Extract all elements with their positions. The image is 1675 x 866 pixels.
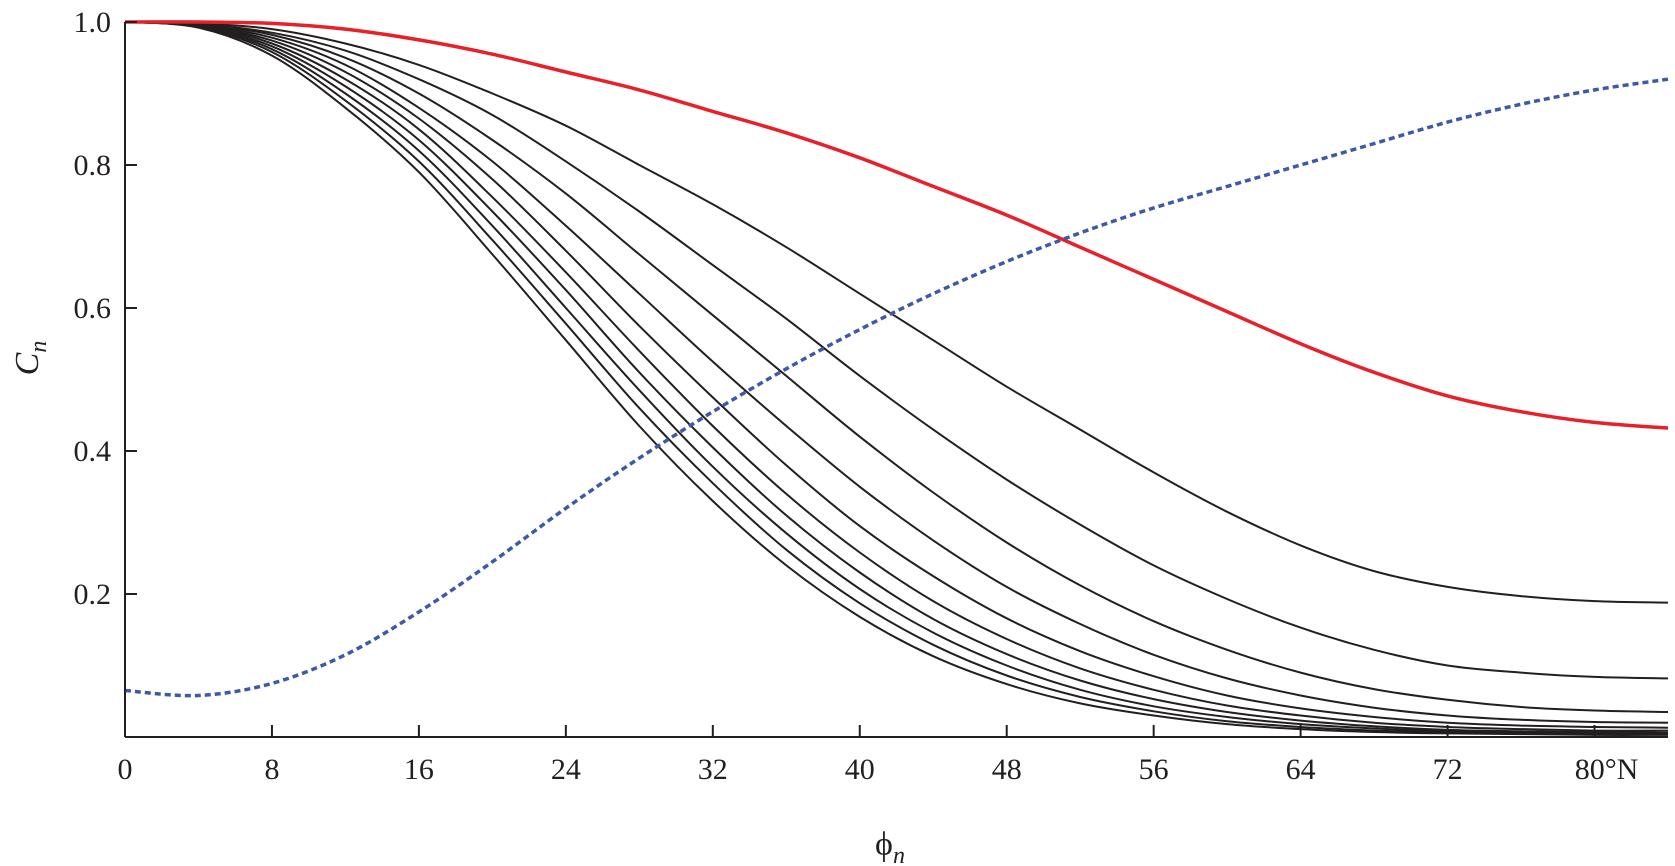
x-tick-label: 40 — [845, 753, 875, 786]
axes — [124, 21, 1668, 738]
x-tick-label: 80°N — [1575, 753, 1639, 786]
x-tick-label: 72 — [1433, 753, 1463, 786]
series-line-7 — [124, 21, 1669, 732]
x-tick-label: 8 — [264, 753, 279, 786]
x-tick-label: 16 — [404, 753, 434, 786]
y-tick-label: 1.0 — [74, 6, 112, 39]
x-tick-label: 0 — [118, 753, 133, 786]
series-line-2 — [124, 21, 1669, 604]
series-line-5 — [124, 21, 1669, 724]
x-tick-label: 32 — [698, 753, 728, 786]
tick-labels: 0 8 16 24 32 40 48 56 64 72 80°N 0.2 0.4 0.6 0.8 1.0 — [74, 6, 1639, 786]
x-axis-label-sub: n — [893, 843, 905, 866]
y-tick-label: 0.8 — [74, 149, 112, 182]
series-line-10 — [124, 21, 1669, 736]
series-line-12 — [124, 77, 1669, 698]
series-line-11 — [124, 21, 1669, 736]
x-tick-label: 56 — [1139, 753, 1169, 786]
series-line-1 — [124, 20, 1669, 430]
series-line-4 — [124, 21, 1669, 713]
y-tick-label: 0.6 — [74, 292, 112, 325]
x-axis-label: ϕn — [875, 826, 905, 866]
y-axis-label-main: C — [9, 352, 46, 375]
series-line-6 — [124, 21, 1669, 729]
y-tick-label: 0.2 — [74, 578, 112, 611]
x-axis-label-main: ϕ — [875, 826, 893, 863]
series-line-3 — [124, 21, 1669, 680]
series-lines — [124, 20, 1669, 736]
series-line-8 — [124, 21, 1669, 734]
series-line-9 — [124, 21, 1669, 735]
x-tick-label: 24 — [551, 753, 581, 786]
x-tick-label: 48 — [992, 753, 1022, 786]
x-tick-label: 64 — [1286, 753, 1316, 786]
y-axis-label: Cn — [9, 341, 52, 376]
y-tick-label: 0.4 — [74, 435, 112, 468]
y-axis-label-sub: n — [26, 341, 52, 353]
